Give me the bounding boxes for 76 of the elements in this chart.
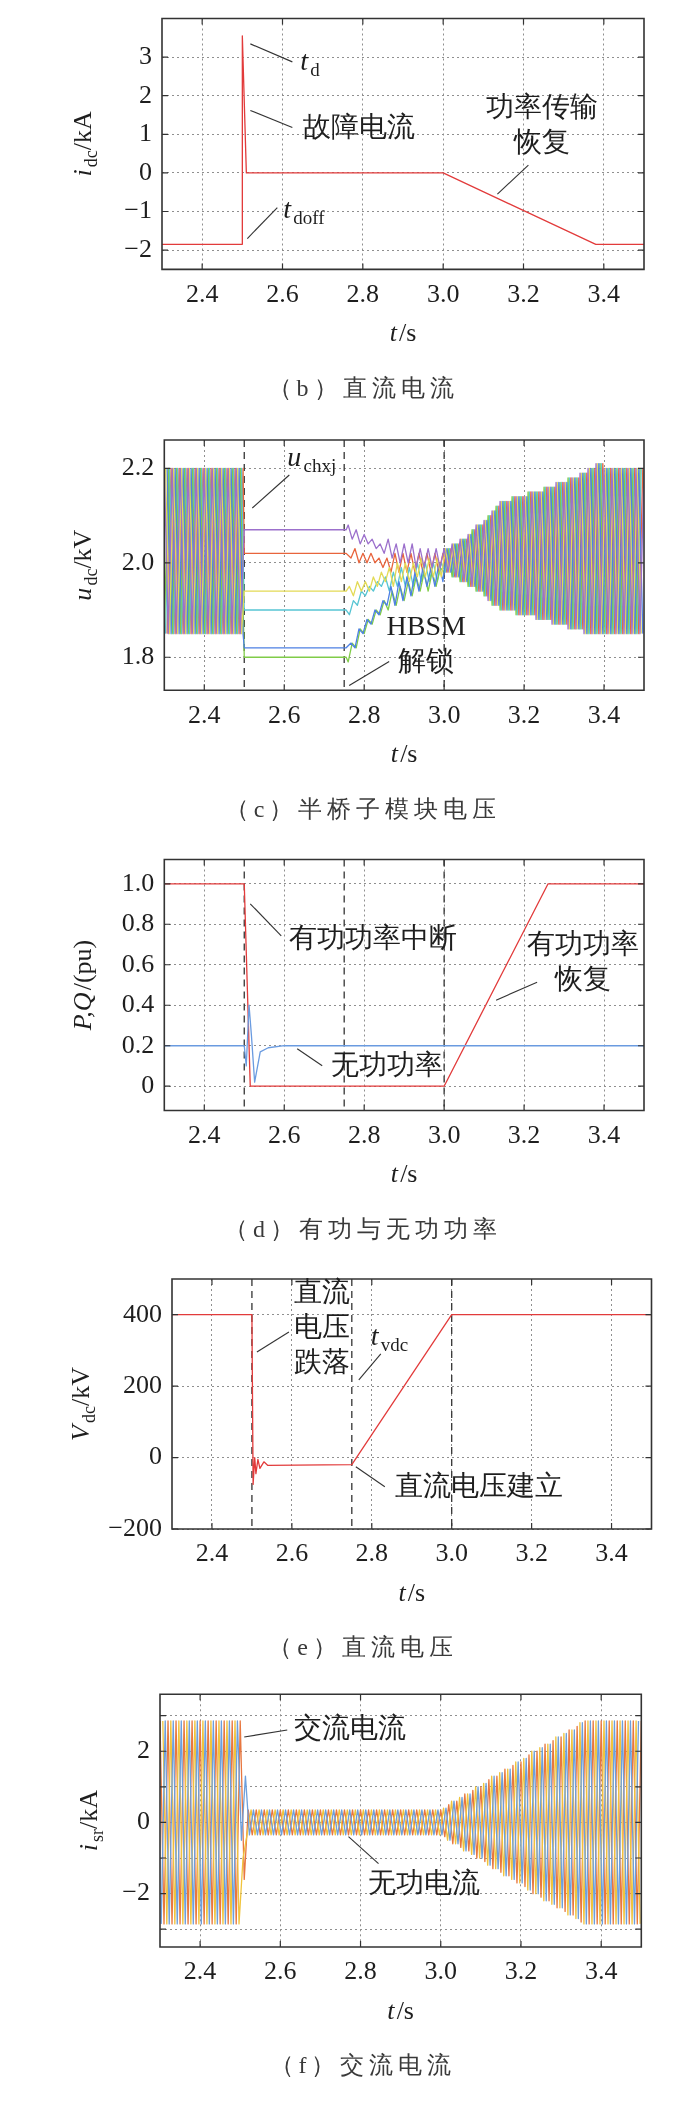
- y-axis-title: Vdc/kV: [65, 1366, 99, 1441]
- x-tick-label: 2.8: [347, 699, 381, 729]
- x-tick-label: 2.4: [188, 699, 221, 729]
- y-tick-label: 0.4: [121, 989, 155, 1019]
- x-tick-label: 2.4: [188, 1119, 221, 1149]
- y-axis-title: idc/kA: [67, 111, 101, 177]
- y-tick-label: 2: [137, 1735, 150, 1765]
- y-tick-label: 0: [149, 1441, 162, 1471]
- annotation: 无功电流: [367, 1867, 480, 1899]
- y-tick-label: 0.8: [121, 908, 155, 938]
- annotation: 有功功率恢复: [527, 927, 640, 994]
- x-tick-label: 3.2: [507, 1119, 541, 1149]
- y-tick-label: 0: [137, 1806, 150, 1836]
- x-tick-label: 2.6: [275, 1538, 309, 1568]
- x-axis-title: t/s: [390, 1159, 418, 1189]
- text: （c）半桥子模块电压: [224, 795, 502, 822]
- text: （d）有功与无功功率: [224, 1215, 502, 1242]
- x-axis-title: t/s: [398, 1577, 426, 1607]
- y-axis-title: isr/kA: [73, 1789, 107, 1852]
- x-axis-title: t/s: [387, 1995, 414, 2025]
- y-tick-label: 1.0: [121, 867, 155, 897]
- text: （f）交流电流: [269, 2052, 457, 2079]
- x-tick-label: 3.2: [507, 699, 541, 729]
- y-tick-label: 3: [139, 40, 152, 70]
- y-tick-label: 0: [141, 1070, 155, 1100]
- x-axis-title: t/s: [390, 739, 418, 769]
- annotation: 交流电流: [294, 1712, 407, 1744]
- y-tick-label: −2: [122, 1877, 150, 1907]
- y-tick-label: −1: [124, 195, 152, 225]
- y-tick-label: 0: [139, 156, 152, 186]
- annotation: 功率传输恢复: [486, 90, 599, 157]
- x-tick-label: 2.6: [266, 278, 299, 308]
- x-tick-label: 2.8: [346, 278, 380, 308]
- text: （e）直流电压: [268, 1634, 458, 1661]
- x-tick-label: 3.4: [587, 278, 621, 308]
- y-axis-title: P,Q/(pu): [67, 939, 97, 1032]
- x-tick-label: 3.2: [507, 278, 540, 308]
- x-tick-label: 2.6: [267, 699, 301, 729]
- x-axis-title: t/s: [389, 318, 417, 348]
- y-tick-label: 2: [139, 79, 152, 109]
- x-tick-label: 2.4: [195, 1538, 229, 1568]
- x-tick-label: 2.8: [344, 1956, 377, 1986]
- annotation: 有功功率中断: [289, 922, 458, 954]
- x-tick-label: 2.4: [185, 278, 219, 308]
- text: （b）直流电流: [267, 374, 459, 401]
- annotation: 直流电压建立: [394, 1470, 563, 1502]
- x-tick-label: 2.6: [267, 1119, 301, 1149]
- y-axis-title: udc/kV: [67, 529, 101, 601]
- x-tick-label: 3.4: [587, 1119, 621, 1149]
- x-tick-label: 3.4: [595, 1538, 628, 1568]
- y-tick-label: −200: [108, 1512, 162, 1542]
- x-tick-label: 2.8: [347, 1119, 381, 1149]
- x-tick-label: 3.0: [435, 1538, 468, 1568]
- y-tick-label: −2: [124, 233, 152, 263]
- annotation: 故障电流: [303, 110, 416, 142]
- y-tick-label: 0.6: [121, 948, 155, 978]
- x-tick-label: 3.0: [427, 1119, 461, 1149]
- x-tick-label: 3.4: [587, 699, 621, 729]
- x-tick-label: 3.2: [515, 1538, 548, 1568]
- y-tick-label: 1.8: [121, 641, 155, 671]
- x-tick-label: 3.0: [427, 699, 461, 729]
- x-tick-label: 3.0: [424, 1956, 458, 1986]
- x-tick-label: 2.4: [183, 1956, 217, 1986]
- annotation: 无功功率: [331, 1049, 444, 1081]
- annotation: 直流电压跌落: [293, 1276, 350, 1378]
- y-tick-label: 400: [123, 1298, 162, 1328]
- x-tick-label: 2.8: [355, 1538, 389, 1568]
- y-tick-label: 0.2: [121, 1029, 155, 1059]
- x-tick-label: 3.2: [504, 1956, 538, 1986]
- y-tick-label: 2.0: [121, 546, 155, 576]
- y-tick-label: 2.2: [121, 452, 155, 482]
- x-tick-label: 3.4: [584, 1956, 618, 1986]
- x-tick-label: 2.6: [264, 1956, 297, 1986]
- y-tick-label: 200: [123, 1369, 162, 1399]
- annotation: HBSM 解锁: [386, 609, 466, 676]
- y-tick-label: 1: [139, 118, 152, 148]
